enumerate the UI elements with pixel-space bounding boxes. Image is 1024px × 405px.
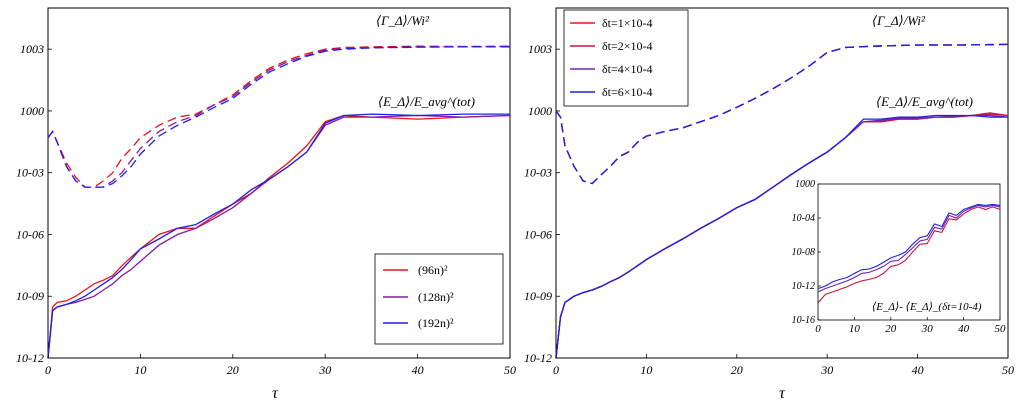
right-ytick-label-4: 1000	[528, 104, 552, 118]
legend-left: (96n)² (128n)² (192n)²	[374, 253, 504, 345]
right-ytick-label-3: 10-03	[524, 166, 552, 180]
series-layer-left	[47, 45, 511, 359]
left-series-5	[47, 113, 510, 359]
x-axis-label-left: τ	[272, 385, 279, 402]
inset-ytick-label-0: 10-16	[792, 315, 815, 326]
legend-right-label-2: δt=2×10-4	[602, 39, 653, 53]
inset-series-2	[817, 203, 1001, 290]
left-xtick-label-0: 0	[45, 363, 51, 377]
legend-right: δt=1×10-4 δt=2×10-4 δt=4×10-4 δt=6×10-4	[563, 9, 689, 107]
legend-left-box	[374, 253, 504, 345]
left-series-2	[47, 46, 510, 188]
ticks-left: 10-12 10-09 10-06 10-03 1000 1003 0 10 20 30 40 50	[16, 42, 516, 377]
legend-left-label-3: (192n)²	[418, 316, 454, 330]
left-xtick-label-4: 40	[412, 363, 424, 377]
annotation-gamma-right: ⟨Γ_Δ⟩/Wi²	[872, 13, 926, 28]
legend-right-label-3: δt=4×10-4	[602, 62, 653, 76]
annotation-energy-left: ⟨E_Δ⟩/E_avg^(tot)	[378, 94, 475, 109]
legend-left-label-2: (128n)²	[418, 290, 454, 304]
series-layer-right	[555, 43, 1009, 359]
right-series-3	[555, 43, 1009, 185]
legend-right-label-4: δt=6×10-4	[602, 85, 653, 99]
inset-xtick-label-0: 0	[815, 323, 821, 335]
inset-ticks: 10-16 10-12 10-08 10-04 1000 0 10 20 30 40 50	[792, 179, 1006, 335]
left-ytick-label-2: 10-06	[16, 227, 44, 241]
inset-series-0	[817, 206, 1001, 304]
inset-xtick-label-1: 10	[849, 323, 861, 335]
right-ytick-label-2: 10-06	[524, 227, 552, 241]
left-xtick-label-1: 10	[134, 363, 146, 377]
left-ytick-label-3: 10-03	[16, 166, 44, 180]
left-ytick-label-1: 10-09	[16, 289, 44, 303]
left-xtick-label-5: 50	[504, 363, 516, 377]
plot-frame-left	[47, 7, 511, 359]
right-xtick-label-2: 20	[731, 363, 743, 377]
legend-right-label-1: δt=1×10-4	[602, 16, 653, 30]
left-ytick-label-0: 10-12	[16, 351, 44, 365]
x-axis-label-right: τ	[779, 385, 786, 402]
inset-xtick-label-4: 40	[958, 323, 970, 335]
right-xtick-label-5: 50	[1002, 363, 1014, 377]
left-xtick-label-2: 20	[227, 363, 239, 377]
right-xtick-label-0: 0	[553, 363, 559, 377]
right-ytick-label-1: 10-09	[524, 289, 552, 303]
right-series-7	[555, 114, 1008, 359]
inset-xtick-label-5: 50	[995, 323, 1007, 335]
left-ytick-label-5: 1003	[20, 42, 44, 56]
right-ytick-label-0: 10-12	[524, 351, 552, 365]
right-xtick-label-3: 30	[820, 363, 833, 377]
inset-series-1	[817, 204, 1001, 293]
inset-xtick-label-2: 20	[885, 323, 897, 335]
inset-annotation: ⟨E_Δ⟩- ⟨E_Δ⟩_(δt=10-4)	[872, 301, 982, 313]
annotation-gamma-left: ⟨Γ_Δ⟩/Wi²	[376, 13, 430, 28]
inset-ytick-label-3: 10-04	[792, 213, 815, 224]
left-series-0	[47, 45, 511, 188]
annotation-energy-right: ⟨E_Δ⟩/E_avg^(tot)	[876, 94, 973, 109]
legend-left-label-1: (96n)²	[418, 263, 448, 277]
left-xtick-label-3: 30	[318, 363, 331, 377]
left-series-4	[47, 114, 511, 359]
inset-ytick-label-1: 10-12	[792, 281, 815, 292]
inset-plot: 10-16 10-12 10-08 10-04 1000 0 10 20 30 40 50 ⟨E_Δ…	[792, 179, 1006, 335]
right-xtick-label-1: 10	[640, 363, 652, 377]
left-ytick-label-4: 1000	[20, 104, 44, 118]
right-xtick-label-4: 40	[912, 363, 924, 377]
right-ytick-label-5: 1003	[528, 42, 552, 56]
inset-ytick-label-4: 1000	[795, 179, 815, 190]
inset-series-layer	[817, 203, 1001, 304]
legend-right-box	[563, 9, 689, 107]
plot-frame-right	[555, 7, 1009, 359]
inset-xtick-label-3: 30	[921, 323, 934, 335]
left-series-1	[47, 45, 511, 188]
inset-ytick-label-2: 10-08	[792, 247, 815, 258]
